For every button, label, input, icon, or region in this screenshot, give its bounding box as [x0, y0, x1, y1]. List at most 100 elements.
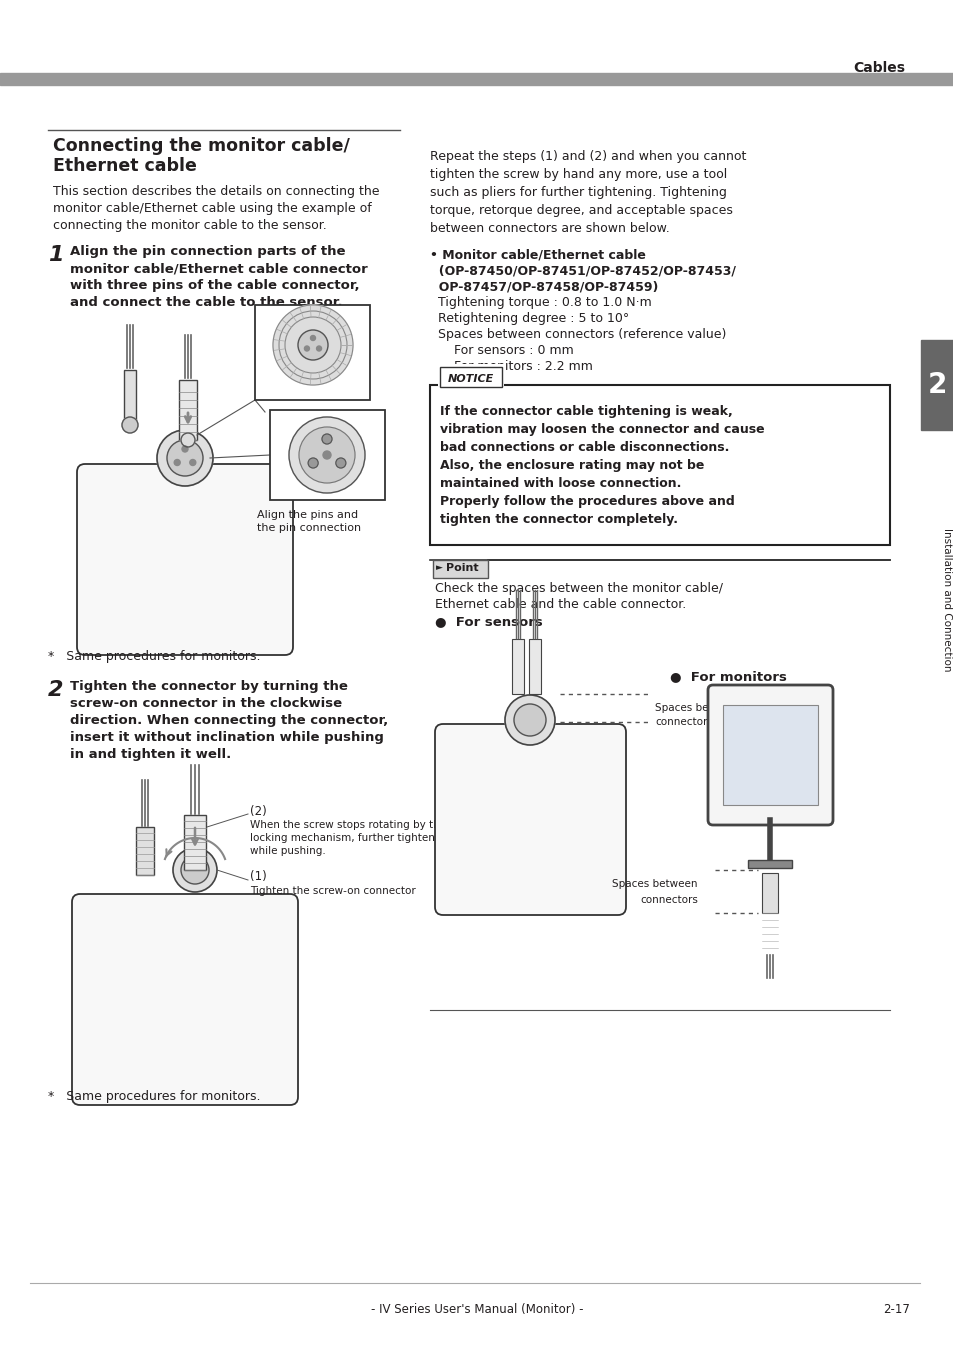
Text: Tighten the connector by turning the: Tighten the connector by turning the: [70, 679, 348, 693]
Text: direction. When connecting the connector,: direction. When connecting the connector…: [70, 714, 388, 727]
Circle shape: [316, 346, 321, 350]
Circle shape: [504, 696, 555, 745]
Circle shape: [335, 458, 346, 468]
Circle shape: [278, 311, 347, 379]
Circle shape: [308, 458, 317, 468]
Circle shape: [182, 446, 188, 452]
Text: Spaces between: Spaces between: [655, 704, 740, 713]
Bar: [136, 828, 153, 875]
Text: When the screw stops rotating by the
locking mechanism, further tighten it
while: When the screw stops rotating by the loc…: [250, 820, 446, 856]
Bar: [179, 380, 196, 439]
Bar: [747, 860, 791, 868]
Text: Check the spaces between the monitor cable/: Check the spaces between the monitor cab…: [435, 582, 722, 594]
Text: For monitors : 2.2 mm: For monitors : 2.2 mm: [430, 360, 592, 373]
Text: connectors: connectors: [639, 895, 698, 905]
Text: tighten the screw by hand any more, use a tool: tighten the screw by hand any more, use …: [430, 168, 726, 181]
Text: vibration may loosen the connector and cause: vibration may loosen the connector and c…: [439, 423, 763, 435]
Text: Point: Point: [446, 563, 478, 573]
Text: *   Same procedures for monitors.: * Same procedures for monitors.: [48, 1091, 260, 1103]
Text: such as pliers for further tightening. Tightening: such as pliers for further tightening. T…: [430, 186, 726, 200]
Bar: [0, 73, 953, 85]
Circle shape: [323, 452, 331, 460]
Circle shape: [298, 427, 355, 483]
Bar: [761, 874, 778, 913]
Bar: [439, 367, 501, 387]
Bar: [920, 340, 953, 430]
Text: Ethernet cable and the cable connector.: Ethernet cable and the cable connector.: [435, 599, 685, 611]
Text: ●  For sensors: ● For sensors: [435, 615, 542, 628]
Circle shape: [122, 417, 138, 433]
Text: For sensors : 0 mm: For sensors : 0 mm: [430, 344, 573, 357]
Text: monitor cable/Ethernet cable connector: monitor cable/Ethernet cable connector: [70, 262, 367, 275]
FancyBboxPatch shape: [435, 724, 625, 915]
Circle shape: [285, 317, 340, 373]
Text: 2: 2: [926, 371, 945, 399]
Text: OP-87457/OP-87458/OP-87459): OP-87457/OP-87458/OP-87459): [430, 280, 658, 293]
Text: between connectors are shown below.: between connectors are shown below.: [430, 222, 669, 235]
Text: (1): (1): [250, 869, 267, 883]
Text: This section describes the details on connecting the: This section describes the details on co…: [53, 185, 379, 198]
Text: *   Same procedures for monitors.: * Same procedures for monitors.: [48, 650, 260, 663]
Text: connecting the monitor cable to the sensor.: connecting the monitor cable to the sens…: [53, 218, 327, 232]
Text: Ethernet cable: Ethernet cable: [53, 156, 196, 175]
Circle shape: [310, 336, 315, 341]
Text: Cables: Cables: [852, 61, 904, 75]
Bar: [512, 639, 523, 694]
Text: connectors: connectors: [655, 717, 712, 727]
Text: Tightening torque : 0.8 to 1.0 N·m: Tightening torque : 0.8 to 1.0 N·m: [430, 297, 651, 309]
Bar: [254, 305, 370, 400]
Text: • Monitor cable/Ethernet cable: • Monitor cable/Ethernet cable: [430, 248, 645, 262]
Text: and connect the cable to the sensor.: and connect the cable to the sensor.: [70, 297, 342, 309]
Circle shape: [289, 417, 365, 493]
Text: NOTICE: NOTICE: [447, 373, 494, 384]
Text: - IV Series User's Manual (Monitor) -: - IV Series User's Manual (Monitor) -: [371, 1304, 582, 1316]
Text: bad connections or cable disconnections.: bad connections or cable disconnections.: [439, 441, 729, 454]
Text: in and tighten it well.: in and tighten it well.: [70, 748, 231, 762]
Bar: [270, 410, 385, 500]
Bar: [124, 369, 136, 425]
Circle shape: [181, 433, 194, 448]
Text: Properly follow the procedures above and: Properly follow the procedures above and: [439, 495, 734, 508]
Text: (OP-87450/OP-87451/OP-87452/OP-87453/: (OP-87450/OP-87451/OP-87452/OP-87453/: [430, 264, 735, 276]
Text: Installation and Connection: Installation and Connection: [941, 528, 951, 671]
Circle shape: [304, 346, 309, 350]
Text: Spaces between: Spaces between: [612, 879, 698, 888]
Text: Retightening degree : 5 to 10°: Retightening degree : 5 to 10°: [430, 311, 629, 325]
Text: monitor cable/Ethernet cable using the example of: monitor cable/Ethernet cable using the e…: [53, 202, 372, 214]
Text: Connecting the monitor cable/: Connecting the monitor cable/: [53, 137, 350, 155]
Text: maintained with loose connection.: maintained with loose connection.: [439, 477, 680, 491]
Bar: [722, 705, 817, 805]
Text: with three pins of the cable connector,: with three pins of the cable connector,: [70, 279, 359, 293]
Text: screw-on connector in the clockwise: screw-on connector in the clockwise: [70, 697, 342, 710]
Circle shape: [514, 704, 545, 736]
Circle shape: [190, 460, 195, 465]
Bar: [529, 639, 540, 694]
Text: Align the pin connection parts of the: Align the pin connection parts of the: [70, 245, 345, 257]
Bar: [437, 364, 503, 386]
Text: Tighten the screw-on connector: Tighten the screw-on connector: [250, 886, 416, 896]
Text: Repeat the steps (1) and (2) and when you cannot: Repeat the steps (1) and (2) and when yo…: [430, 150, 745, 163]
Bar: [184, 816, 206, 869]
Circle shape: [322, 434, 332, 443]
Circle shape: [167, 439, 203, 476]
Text: insert it without inclination while pushing: insert it without inclination while push…: [70, 731, 383, 744]
Text: 1: 1: [48, 245, 64, 266]
Text: Spaces between connectors (reference value): Spaces between connectors (reference val…: [430, 328, 725, 341]
Circle shape: [174, 460, 180, 465]
Text: (2): (2): [250, 805, 267, 818]
Circle shape: [181, 856, 209, 884]
FancyBboxPatch shape: [77, 464, 293, 655]
Text: Align the pins and
the pin connection: Align the pins and the pin connection: [256, 510, 361, 534]
Text: 2-17: 2-17: [882, 1304, 909, 1316]
Bar: [430, 386, 889, 545]
Circle shape: [273, 305, 353, 386]
Text: ●  For monitors: ● For monitors: [669, 670, 786, 683]
Circle shape: [297, 330, 328, 360]
Circle shape: [157, 430, 213, 487]
Text: torque, retorque degree, and acceptable spaces: torque, retorque degree, and acceptable …: [430, 204, 732, 217]
Circle shape: [172, 848, 216, 892]
FancyBboxPatch shape: [707, 685, 832, 825]
Text: Also, the enclosure rating may not be: Also, the enclosure rating may not be: [439, 460, 703, 472]
Text: If the connector cable tightening is weak,: If the connector cable tightening is wea…: [439, 404, 732, 418]
FancyBboxPatch shape: [71, 894, 297, 1105]
